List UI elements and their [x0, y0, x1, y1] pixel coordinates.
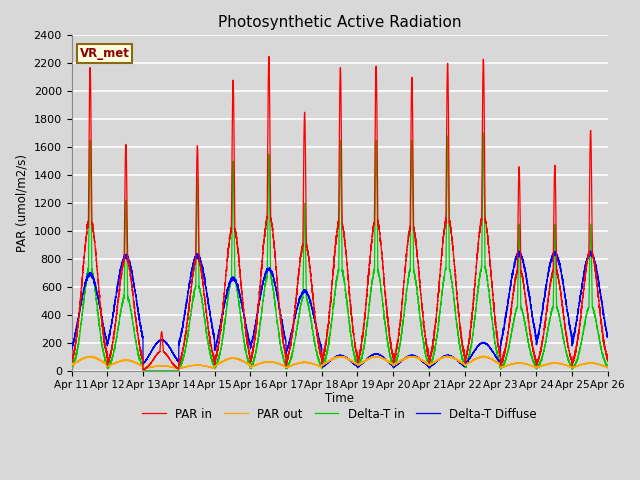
PAR in	[604, 358, 612, 364]
Delta-T Diffuse	[68, 345, 76, 351]
Delta-T in	[604, 364, 612, 370]
PAR out	[140, 366, 147, 372]
PAR in	[581, 273, 589, 278]
Delta-T Diffuse	[581, 264, 589, 270]
Delta-T in	[68, 364, 76, 370]
PAR in	[68, 358, 76, 364]
Delta-T Diffuse	[575, 307, 582, 312]
Delta-T in	[460, 358, 467, 363]
PAR out	[604, 364, 612, 370]
PAR out	[460, 361, 467, 367]
Delta-T in	[139, 368, 147, 373]
PAR out	[250, 363, 258, 369]
Delta-T in	[581, 317, 589, 323]
PAR in	[250, 343, 258, 349]
PAR in	[265, 53, 273, 59]
PAR in	[140, 367, 148, 372]
Delta-T Diffuse	[250, 331, 257, 336]
Line: PAR in: PAR in	[72, 56, 608, 370]
Delta-T Diffuse	[586, 248, 594, 254]
Delta-T Diffuse	[426, 364, 433, 370]
Delta-T Diffuse	[604, 333, 612, 339]
Legend: PAR in, PAR out, Delta-T in, Delta-T Diffuse: PAR in, PAR out, Delta-T in, Delta-T Dif…	[138, 403, 541, 425]
PAR in	[575, 332, 582, 337]
PAR out	[475, 355, 483, 360]
PAR out	[321, 360, 329, 366]
Line: Delta-T Diffuse: Delta-T Diffuse	[72, 251, 608, 367]
Delta-T in	[250, 358, 258, 364]
X-axis label: Time: Time	[325, 392, 354, 405]
PAR in	[460, 347, 467, 352]
Line: PAR out: PAR out	[72, 356, 608, 369]
Delta-T in	[575, 351, 582, 357]
Delta-T in	[479, 131, 487, 136]
PAR out	[575, 362, 582, 368]
Delta-T in	[475, 281, 483, 287]
Delta-T in	[321, 354, 329, 360]
PAR in	[321, 340, 329, 346]
Y-axis label: PAR (umol/m2/s): PAR (umol/m2/s)	[15, 154, 28, 252]
Delta-T Diffuse	[460, 363, 467, 369]
Delta-T Diffuse	[321, 362, 329, 368]
PAR in	[475, 237, 483, 242]
PAR out	[68, 362, 76, 368]
Line: Delta-T in: Delta-T in	[72, 133, 608, 371]
PAR out	[478, 353, 486, 359]
PAR out	[581, 361, 589, 367]
Delta-T Diffuse	[475, 342, 483, 348]
Text: VR_met: VR_met	[79, 47, 129, 60]
Title: Photosynthetic Active Radiation: Photosynthetic Active Radiation	[218, 15, 461, 30]
